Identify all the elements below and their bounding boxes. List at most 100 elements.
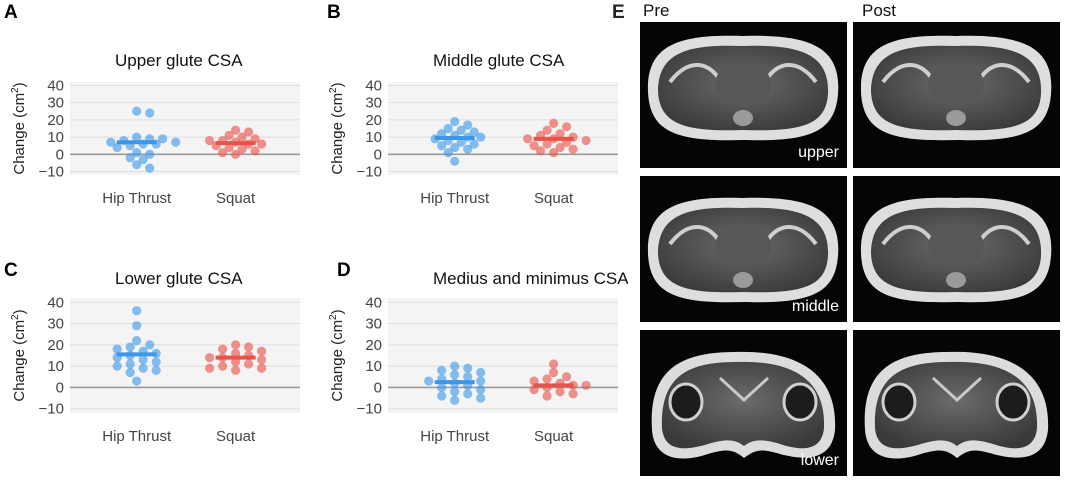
y-tick-label: 0 [56, 379, 64, 396]
data-point [476, 393, 486, 403]
data-point [469, 139, 479, 149]
chart-title: Medius and minimus CSA [433, 269, 628, 288]
panel-letter-d: D [337, 260, 351, 281]
data-point [581, 380, 591, 390]
plot-background [70, 298, 300, 413]
plot-background [388, 82, 618, 175]
data-point [437, 365, 447, 376]
column-header-pre: Pre [643, 1, 670, 20]
scan-pubis [931, 376, 983, 403]
data-point [151, 365, 161, 376]
data-point [231, 125, 241, 135]
data-point [125, 342, 135, 352]
scan-sacrum [946, 272, 966, 288]
data-point [132, 148, 142, 158]
data-point [171, 137, 181, 147]
data-point [224, 142, 234, 153]
scan-sacrum [733, 272, 753, 288]
data-point [549, 367, 559, 378]
data-point [244, 127, 254, 137]
data-point [463, 372, 473, 382]
data-point [536, 146, 546, 156]
data-point [542, 125, 552, 135]
scan-pelvic-cavity [715, 224, 771, 268]
data-point [125, 153, 135, 163]
plot-background [70, 82, 300, 175]
scan-femur-left [881, 382, 917, 422]
mri-post-lower [853, 330, 1060, 476]
data-point [132, 306, 142, 316]
data-point [542, 374, 552, 384]
data-point [218, 361, 228, 371]
y-tick-label: −10 [357, 164, 382, 181]
data-point [549, 148, 559, 158]
data-point [437, 129, 447, 139]
data-point [205, 363, 215, 373]
data-point [562, 372, 572, 382]
mri-post-middle [853, 176, 1060, 322]
data-point [224, 130, 234, 140]
data-point [244, 342, 254, 352]
panel-letter-b: B [327, 2, 341, 23]
data-point [205, 353, 215, 363]
data-point [250, 134, 260, 144]
data-point [257, 346, 267, 356]
mri-row-label-lower: lower [800, 452, 839, 469]
y-tick-label: 40 [47, 294, 64, 311]
y-tick-label: −10 [357, 401, 382, 418]
data-point [132, 321, 142, 331]
data-point [244, 359, 254, 369]
y-tick-label: 40 [47, 77, 64, 94]
y-axis-label: Change (cm2) [10, 309, 28, 401]
data-point [138, 154, 148, 165]
data-point [132, 376, 142, 386]
data-point [138, 355, 148, 365]
chart-title: Middle glute CSA [433, 51, 565, 70]
y-axis-label: Change (cm2) [328, 82, 346, 174]
data-point [456, 137, 466, 147]
y-tick-label: 10 [47, 129, 64, 146]
x-tick-label: Squat [216, 428, 256, 445]
y-tick-label: 0 [56, 146, 64, 163]
data-point [145, 340, 155, 350]
data-point [257, 355, 267, 365]
data-point [138, 363, 148, 373]
x-tick-label: Hip Thrust [102, 190, 172, 207]
chart-title: Lower glute CSA [115, 269, 243, 288]
y-tick-label: 20 [365, 337, 382, 354]
data-point [106, 137, 116, 147]
x-tick-label: Squat [216, 190, 256, 207]
x-tick-label: Squat [534, 190, 574, 207]
data-point [555, 129, 565, 139]
data-point [549, 118, 559, 128]
data-point [443, 148, 453, 158]
mri-scan-post-lower-image [864, 351, 1049, 459]
x-tick-label: Hip Thrust [102, 428, 172, 445]
chart-lower-glute-csa: Lower glute CSA −10 0 10 20 30 40 Change (cm2) H… [10, 269, 300, 445]
data-point [450, 361, 460, 371]
data-point [443, 123, 453, 134]
data-point [463, 120, 473, 130]
y-tick-label: 0 [374, 146, 382, 163]
data-point [456, 125, 466, 135]
data-point [450, 387, 460, 397]
data-point [437, 391, 447, 401]
data-point [112, 344, 122, 354]
scan-tissue [661, 361, 825, 449]
y-tick-label: 10 [47, 358, 64, 375]
data-point [476, 367, 486, 378]
data-point [237, 144, 247, 154]
x-tick-label: Squat [534, 428, 574, 445]
scan-femur-right [995, 382, 1031, 422]
data-point [132, 132, 142, 142]
data-point [158, 134, 168, 144]
data-point [132, 335, 142, 346]
scan-pelvic-cavity [928, 224, 984, 268]
mri-pre-upper: upper [640, 22, 847, 168]
data-point [450, 395, 460, 405]
data-point [125, 367, 135, 378]
data-point [568, 144, 578, 154]
y-tick-label: 30 [365, 316, 382, 333]
mri-scan-pre-middle-image [647, 197, 839, 303]
